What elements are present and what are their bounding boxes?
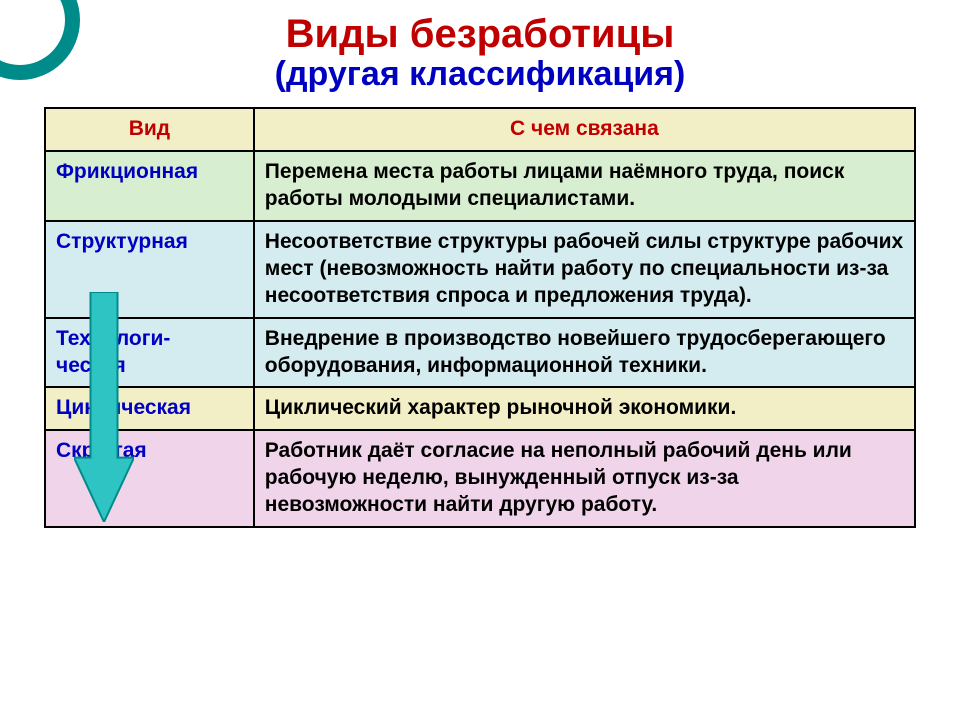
type-cell: Скрытая — [45, 430, 254, 527]
desc-cell: Работник даёт согласие на неполный рабоч… — [254, 430, 915, 527]
type-cell: Структурная — [45, 221, 254, 318]
table-row: СтруктурнаяНесоответствие структуры рабо… — [45, 221, 915, 318]
header-desc: С чем связана — [254, 108, 915, 151]
main-title: Виды безработицы — [0, 12, 960, 56]
title-block: Виды безработицы (другая классификация) — [0, 0, 960, 93]
desc-cell: Перемена места работы лицами наёмного тр… — [254, 151, 915, 221]
header-type: Вид — [45, 108, 254, 151]
type-cell: Технологи-ческая — [45, 318, 254, 388]
table-row: Технологи-ческаяВнедрение в производство… — [45, 318, 915, 388]
table-row: ЦиклическаяЦиклический характер рыночной… — [45, 387, 915, 430]
unemployment-table: ВидС чем связанаФрикционнаяПеремена мест… — [44, 107, 916, 528]
subtitle: (другая классификация) — [0, 56, 960, 93]
desc-cell: Циклический характер рыночной экономики. — [254, 387, 915, 430]
table-row: ФрикционнаяПеремена места работы лицами … — [45, 151, 915, 221]
desc-cell: Несоответствие структуры рабочей силы ст… — [254, 221, 915, 318]
table-wrap: ВидС чем связанаФрикционнаяПеремена мест… — [44, 107, 916, 528]
table-row: СкрытаяРаботник даёт согласие на неполны… — [45, 430, 915, 527]
type-cell: Фрикционная — [45, 151, 254, 221]
type-cell: Циклическая — [45, 387, 254, 430]
desc-cell: Внедрение в производство новейшего трудо… — [254, 318, 915, 388]
